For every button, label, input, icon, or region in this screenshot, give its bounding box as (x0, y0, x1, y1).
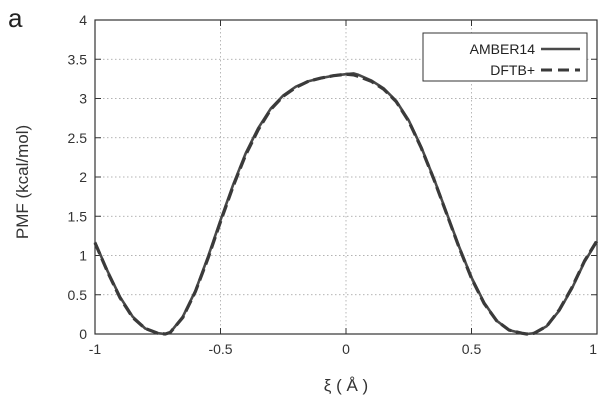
series-line-dftb (93, 72, 598, 336)
x-tick-label: 0.5 (462, 341, 482, 357)
y-tick-label: 1.5 (68, 208, 88, 224)
y-tick-label: 4 (79, 12, 87, 28)
y-axis: 0 0.5 1 1.5 2 2.5 3 3.5 4 (68, 12, 597, 342)
y-tick-label: 3 (79, 91, 87, 107)
x-tick-label: 0 (342, 341, 350, 357)
y-tick-label: 1 (79, 248, 87, 264)
x-tick-label: 1 (589, 341, 597, 357)
x-axis: -1 -0.5 0 0.5 1 (89, 20, 598, 357)
y-tick-label: 2.5 (68, 130, 88, 146)
y-tick-label: 3.5 (68, 51, 88, 67)
y-tick-label: 0.5 (68, 287, 88, 303)
x-tick-label: -1 (89, 341, 102, 357)
legend: AMBER14 DFTB+ (422, 32, 588, 82)
panel-label: a (8, 3, 23, 33)
legend-box (422, 32, 588, 82)
legend-label: AMBER14 (470, 41, 536, 57)
y-axis-label: PMF (kcal/mol) (13, 125, 32, 239)
y-tick-label: 0 (79, 326, 87, 342)
series-layer (93, 72, 598, 336)
y-tick-label: 2 (79, 169, 87, 185)
legend-label: DFTB+ (490, 62, 535, 78)
x-axis-label: ξ ( Å ) (324, 376, 368, 395)
x-tick-label: -0.5 (208, 341, 232, 357)
